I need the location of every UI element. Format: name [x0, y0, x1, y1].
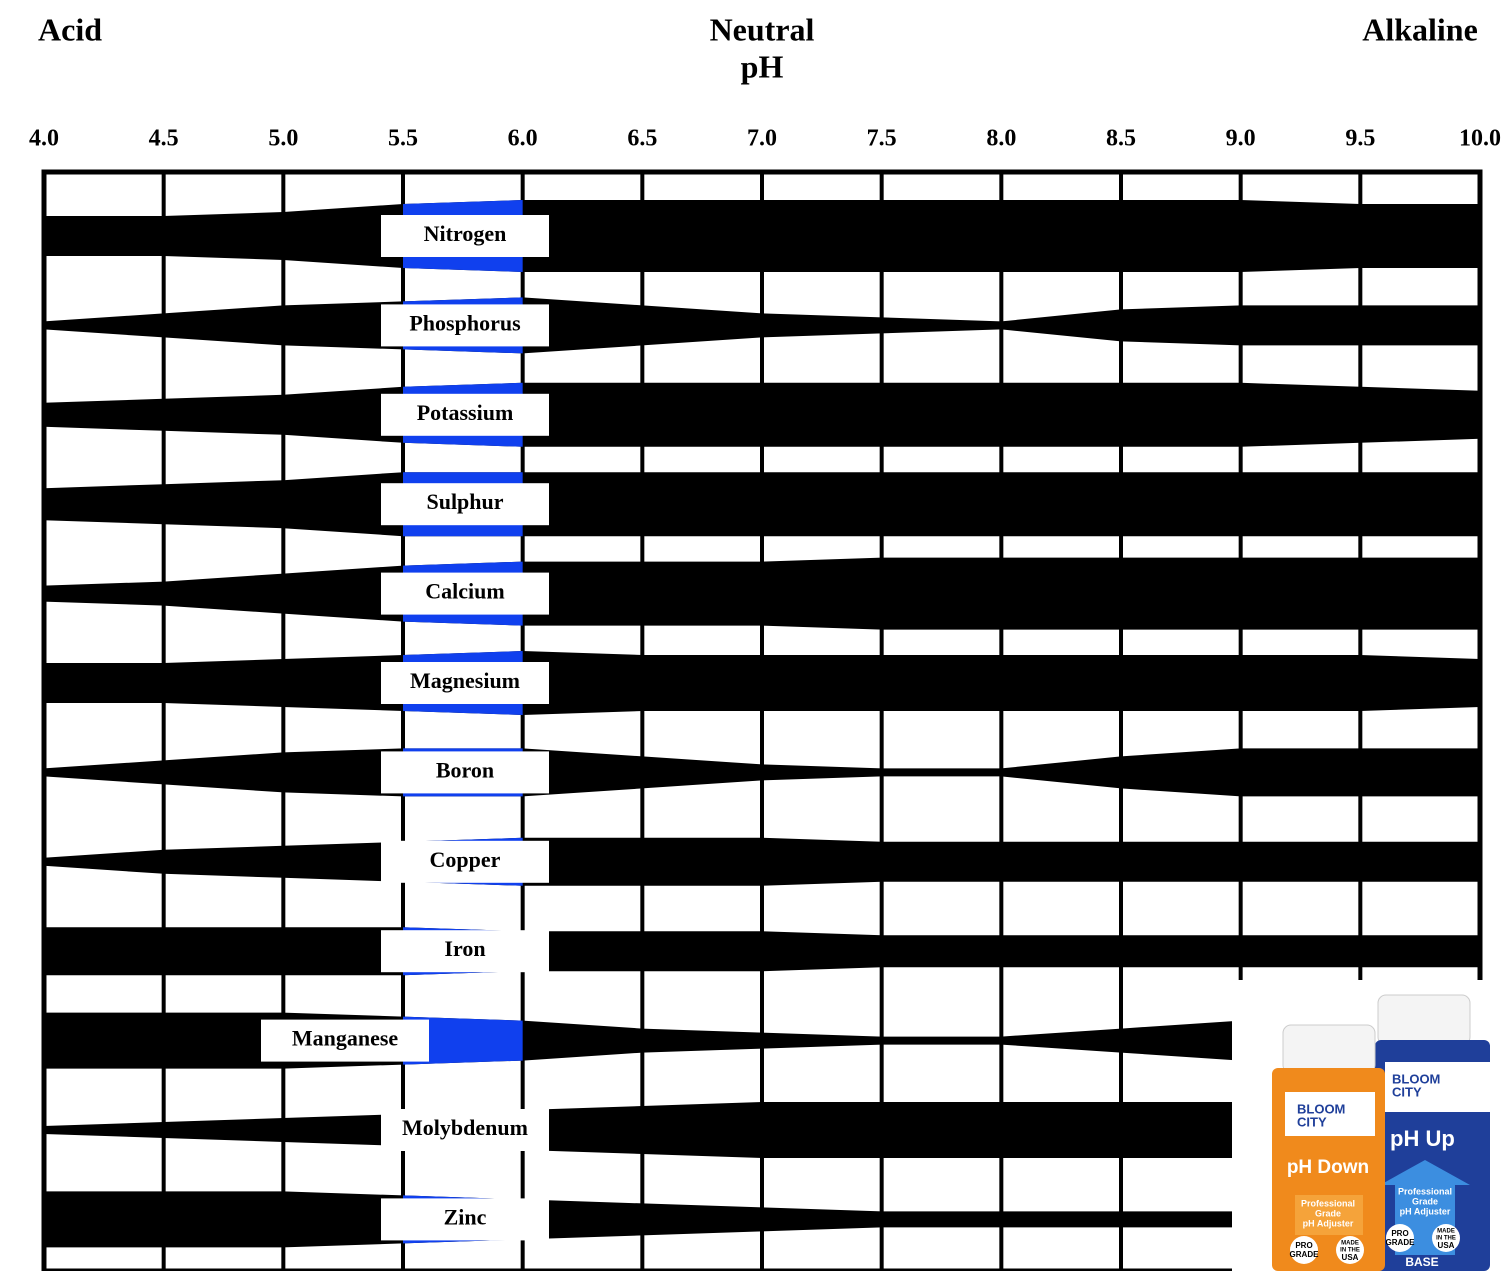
x-tick-label: 4.5 [149, 126, 179, 152]
x-tick-label: 7.0 [747, 126, 777, 152]
tagline: pH Adjuster [1303, 1218, 1354, 1228]
badge-text: USA [1438, 1241, 1455, 1250]
x-tick-label: 6.5 [627, 126, 657, 152]
series-label: Iron [444, 936, 485, 961]
x-tick-label: 9.5 [1345, 126, 1375, 152]
acid-label: Acid [38, 11, 102, 47]
badge-text: USA [1342, 1253, 1359, 1262]
x-tick-label: 9.0 [1226, 126, 1256, 152]
x-tick-label: 4.0 [29, 126, 59, 152]
x-tick-label: 7.5 [867, 126, 897, 152]
brand: CITY [1297, 1114, 1327, 1129]
badge-text: GRADE [1290, 1250, 1320, 1259]
page: Acid Neutral pH Alkaline 4.0 4.5 5.0 5.5 6.0… [0, 0, 1503, 1271]
series-label: Zinc [444, 1204, 487, 1229]
x-tick-label: 6.0 [508, 126, 538, 152]
series-label: Boron [436, 757, 494, 782]
x-tick-label: 5.5 [388, 126, 418, 152]
tagline: Grade [1315, 1208, 1341, 1218]
chart: Acid Neutral pH Alkaline 4.0 4.5 5.0 5.5 6.0… [0, 0, 1503, 1271]
series-label: Phosphorus [409, 310, 521, 335]
x-tick-label: 5.0 [268, 126, 298, 152]
series-label: Sulphur [426, 489, 503, 514]
cap [1283, 1025, 1375, 1073]
badge-text: MADE [1341, 1241, 1359, 1247]
band [44, 651, 1480, 715]
tagline: Professional [1301, 1198, 1355, 1208]
badge-text: PRO [1295, 1241, 1312, 1250]
x-tick-label: 8.0 [986, 126, 1016, 152]
series-label: Manganese [292, 1026, 399, 1051]
badge-text: GRADE [1386, 1238, 1416, 1247]
x-tick-label: 8.5 [1106, 126, 1136, 152]
x-axis-label: pH [741, 48, 784, 84]
product-image: BLOOM CITY pH Up Professional Grade pH A… [1232, 980, 1503, 1271]
badge-text: PRO [1391, 1229, 1408, 1238]
brand: CITY [1392, 1084, 1422, 1099]
product-name: pH Down [1287, 1157, 1369, 1178]
series-label: Calcium [425, 579, 504, 604]
alkaline-label: Alkaline [1362, 11, 1478, 47]
cap [1378, 995, 1470, 1045]
product-name: pH Up [1390, 1126, 1455, 1151]
x-tick-label: 10.0 [1459, 126, 1501, 152]
series-label: Nitrogen [424, 221, 507, 246]
tagline: pH Adjuster [1400, 1206, 1451, 1216]
tagline: Grade [1412, 1196, 1438, 1206]
band [44, 472, 1480, 536]
tagline: Professional [1398, 1186, 1452, 1196]
base-label: BASE [1405, 1255, 1438, 1269]
series-label: Magnesium [410, 668, 520, 693]
neutral-label: Neutral [710, 11, 815, 47]
badge-text: MADE [1437, 1229, 1455, 1235]
series-label: Copper [430, 847, 501, 872]
series-label: Molybdenum [402, 1115, 528, 1140]
series-label: Potassium [417, 400, 514, 425]
